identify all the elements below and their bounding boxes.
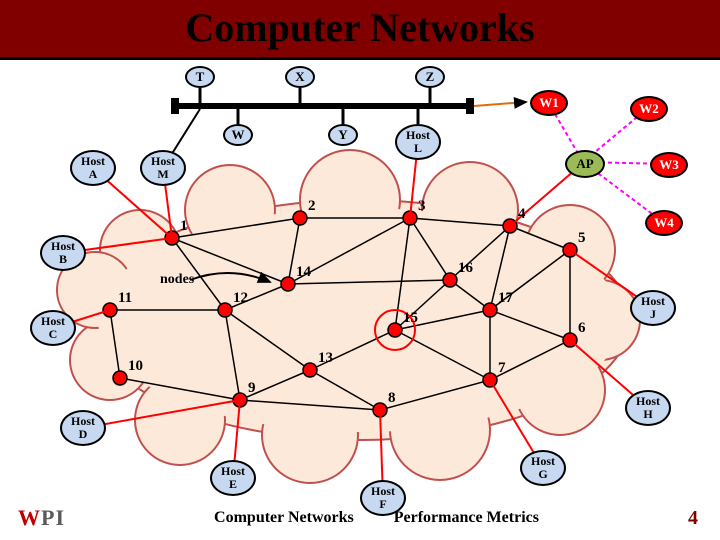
router-2: [293, 211, 307, 225]
router-10: [113, 371, 127, 385]
footer-text-1: Computer Networks: [214, 509, 354, 527]
router-label-9: 9: [248, 380, 256, 397]
router-15: [388, 323, 402, 337]
router-14: [281, 277, 295, 291]
wpi-pi: PI: [41, 505, 65, 530]
bus-tap-X: X: [285, 66, 315, 88]
bus-tap-Y: Y: [328, 124, 358, 146]
access-point: AP: [565, 150, 605, 178]
host-J: HostJ: [630, 290, 676, 326]
router-label-8: 8: [388, 390, 396, 407]
network-svg: [0, 60, 720, 520]
router-label-13: 13: [318, 350, 333, 367]
bus-tap-T: T: [185, 66, 215, 88]
wireless-W1: W1: [530, 90, 568, 116]
router-label-12: 12: [233, 290, 248, 307]
wireless-W2: W2: [630, 96, 668, 122]
router-17: [483, 303, 497, 317]
router-12: [218, 303, 232, 317]
router-label-5: 5: [578, 230, 586, 247]
host-E: HostE: [210, 460, 256, 496]
bus-tap-W: W: [223, 124, 253, 146]
host-A: HostA: [70, 150, 116, 186]
host-H: HostH: [625, 390, 671, 426]
host-B: HostB: [40, 235, 86, 271]
bus-tap-Z: Z: [415, 66, 445, 88]
router-label-2: 2: [308, 198, 316, 215]
router-label-3: 3: [418, 198, 426, 215]
diagram-stage: T X Z W Y HostL W1 W2 W3 W4 AP HostA HostM HostB HostC…: [0, 60, 720, 500]
wireless-W4: W4: [645, 210, 683, 236]
page-title: Computer Networks: [0, 0, 720, 57]
router-label-10: 10: [128, 358, 143, 375]
title-bar: Computer Networks: [0, 0, 720, 60]
host-C: HostC: [30, 310, 76, 346]
router-label-14: 14: [296, 264, 311, 281]
router-label-4: 4: [518, 206, 526, 223]
nodes-label: nodes: [160, 272, 194, 288]
router-label-6: 6: [578, 320, 586, 337]
router-label-16: 16: [458, 260, 473, 277]
page-number: 4: [688, 507, 698, 530]
router-16: [443, 273, 457, 287]
footer-text-2: Performance Metrics: [394, 509, 539, 527]
host-G: HostG: [520, 450, 566, 486]
router-label-7: 7: [498, 360, 506, 377]
router-label-15: 15: [403, 310, 418, 327]
host-D: HostD: [60, 410, 106, 446]
wpi-logo: WPI: [18, 505, 65, 531]
wireless-W3: W3: [650, 152, 688, 178]
footer: WPI Computer Networks Performance Metric…: [0, 500, 720, 540]
router-13: [303, 363, 317, 377]
router-label-11: 11: [118, 290, 132, 307]
wpi-w: W: [18, 505, 41, 530]
router-label-1: 1: [180, 218, 188, 235]
host-M: HostM: [140, 150, 186, 186]
router-label-17: 17: [498, 290, 513, 307]
host-L: HostL: [395, 124, 441, 160]
